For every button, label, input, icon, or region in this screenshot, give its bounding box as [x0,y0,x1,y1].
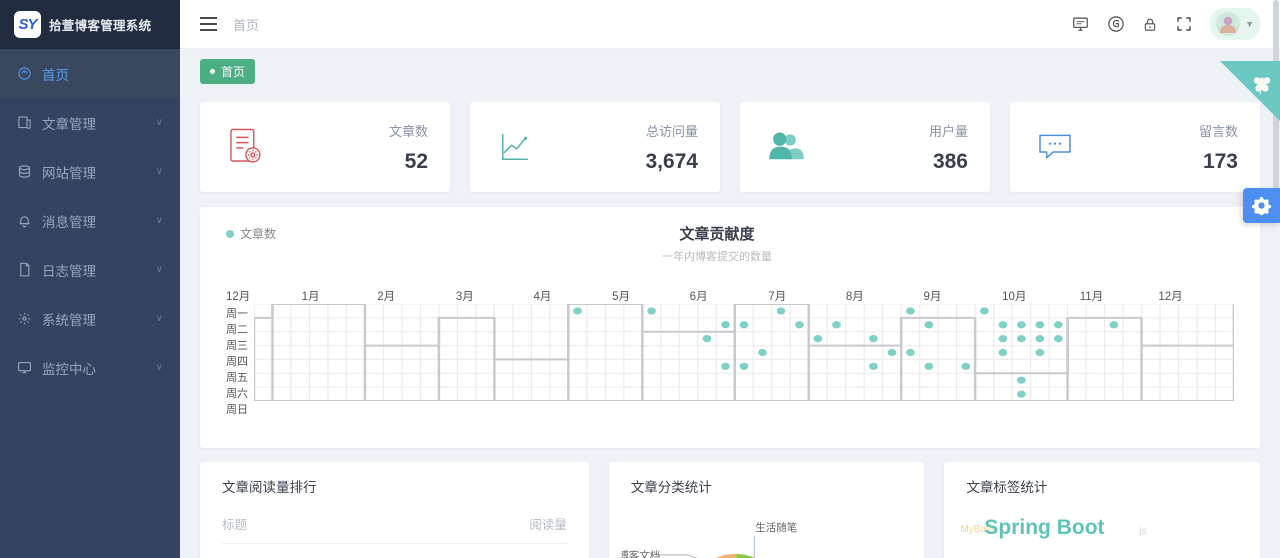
svg-text:博客文档: 博客文档 [621,549,660,558]
svg-text:生活随笔: 生活随笔 [755,521,797,534]
